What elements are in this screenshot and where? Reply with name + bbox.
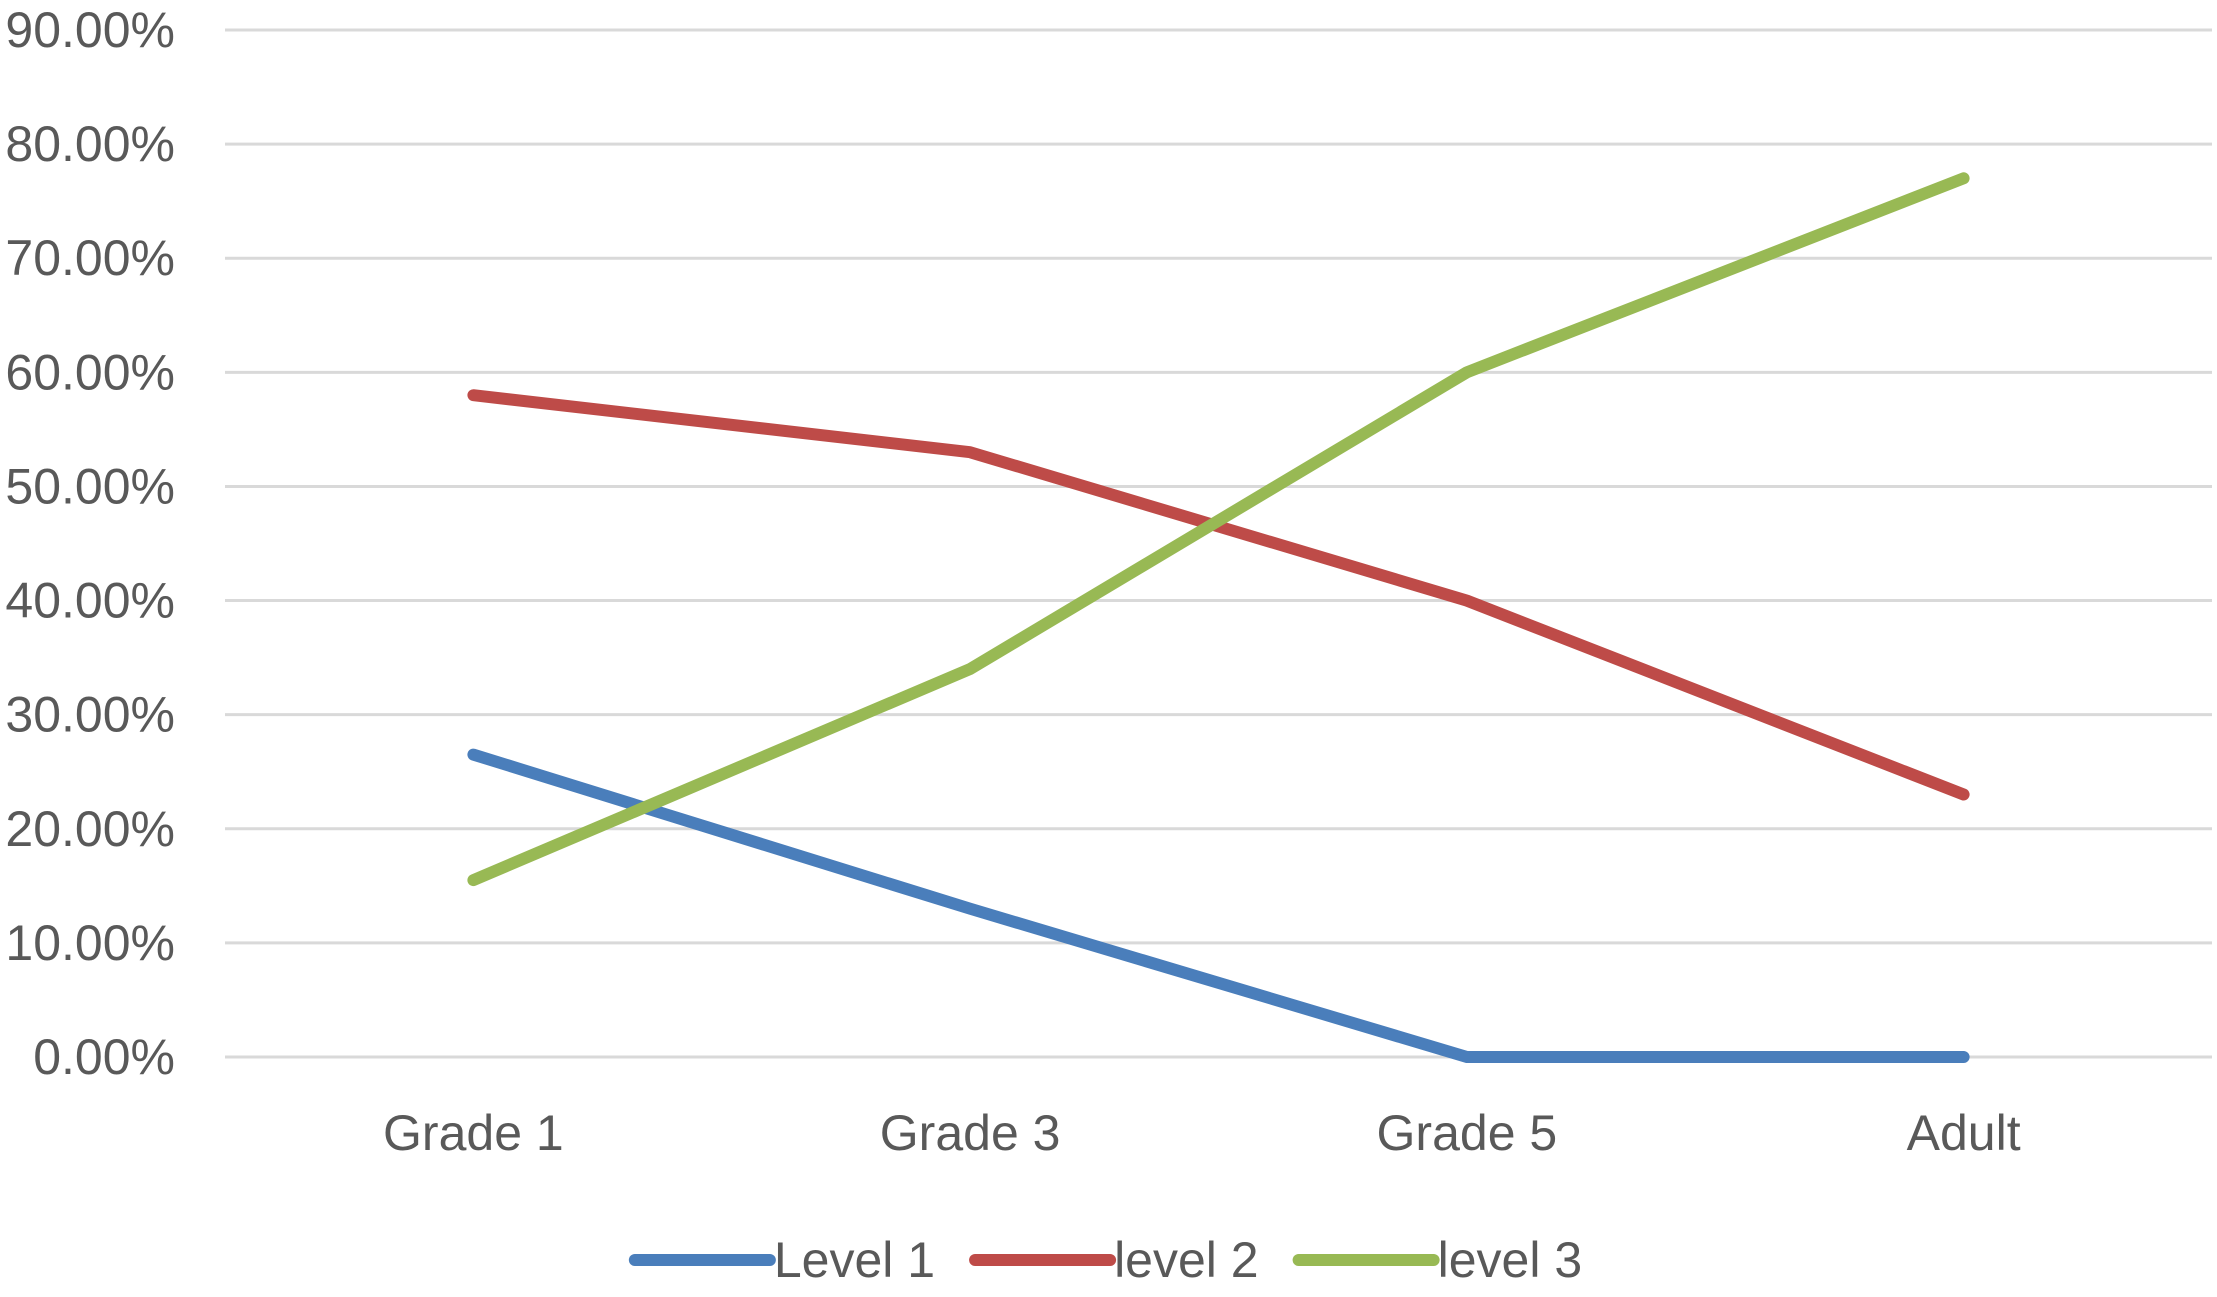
y-tick-label: 70.00%: [5, 230, 175, 286]
series-line-1: [467, 748, 1970, 1063]
y-tick-label: 40.00%: [5, 573, 175, 629]
series-lines: [467, 172, 1970, 1063]
y-tick-label: 30.00%: [5, 687, 175, 743]
legend-label-3: level 3: [1438, 1232, 1583, 1288]
legend: Level 1 level 2 level 3: [628, 1232, 1583, 1288]
x-tick-label: Grade 5: [1377, 1105, 1558, 1161]
legend-label-2: level 2: [1114, 1232, 1259, 1288]
y-tick-label: 10.00%: [5, 915, 175, 971]
x-tick-label: Grade 3: [880, 1105, 1061, 1161]
legend-label-1: Level 1: [774, 1232, 935, 1288]
series-line-3: [467, 172, 1970, 887]
x-tick-label: Adult: [1907, 1105, 2021, 1161]
y-tick-label: 50.00%: [5, 458, 175, 514]
series-line-2: [467, 389, 1970, 801]
y-tick-label: 90.00%: [5, 2, 175, 58]
y-tick-label: 0.00%: [33, 1029, 175, 1085]
gridlines: [225, 28, 2212, 1059]
y-tick-label: 20.00%: [5, 801, 175, 857]
x-axis-tick-labels: Grade 1 Grade 3 Grade 5 Adult: [383, 1105, 2021, 1161]
x-tick-label: Grade 1: [383, 1105, 564, 1161]
y-tick-label: 60.00%: [5, 344, 175, 400]
y-axis-tick-labels: 0.00% 10.00% 20.00% 30.00% 40.00% 50.00% 60.00…: [5, 2, 175, 1085]
y-tick-label: 80.00%: [5, 116, 175, 172]
